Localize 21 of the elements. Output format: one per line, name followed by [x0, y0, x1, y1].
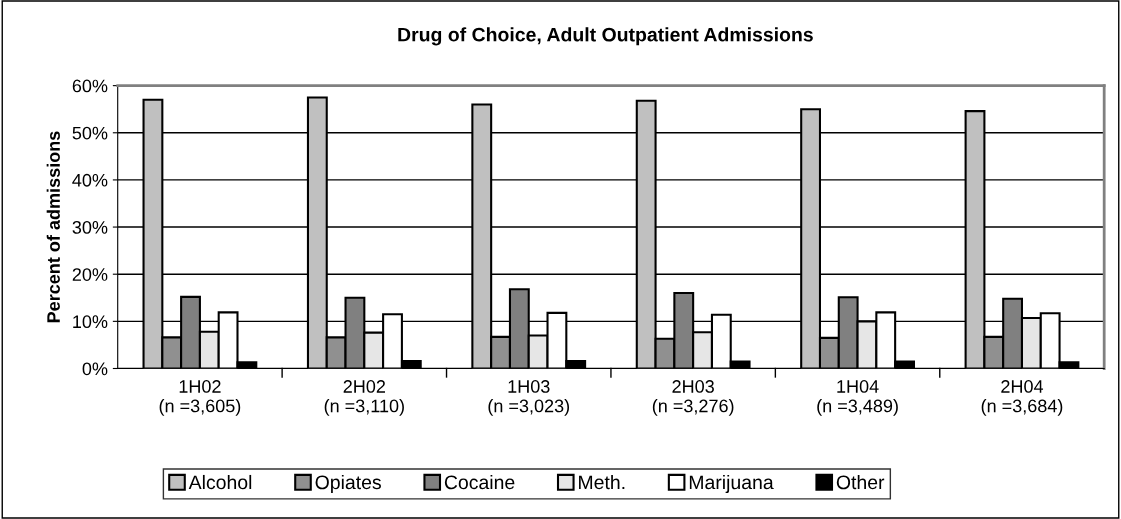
- legend-label: Other: [836, 474, 885, 490]
- x-tick-label: 2H02 (n =3,110): [324, 380, 404, 416]
- x-tick-label: 2H04 (n =3,684): [981, 380, 1063, 416]
- y-tick-label: 10%: [73, 315, 108, 329]
- y-tick-label: 20%: [72, 268, 108, 281]
- y-tick-label: 0%: [82, 362, 108, 376]
- legend-label: Marijuana: [689, 474, 774, 494]
- chart-title: Drug of Choice, Adult Outpatient Admissions: [398, 27, 813, 46]
- x-tick-label: 1H02 (n =3,605): [159, 380, 241, 416]
- x-tick-label: 1H03 (n =3,023): [488, 380, 570, 416]
- y-tick-label: 60%: [72, 79, 108, 93]
- y-tick-label: 50%: [72, 126, 108, 140]
- x-tick-label: 2H03 (n =3,276): [652, 380, 734, 416]
- y-axis-title: Percent of admissions: [46, 131, 60, 323]
- legend-label: Alcohol: [188, 474, 252, 490]
- legend-label: Cocaine: [444, 474, 515, 490]
- legend-label: Opiates: [315, 474, 381, 494]
- y-tick-label: 30%: [72, 221, 108, 234]
- y-tick-label: 40%: [72, 173, 108, 187]
- legend-label: Meth.: [579, 474, 625, 490]
- x-tick-label: 1H04 (n =3,489): [817, 380, 898, 416]
